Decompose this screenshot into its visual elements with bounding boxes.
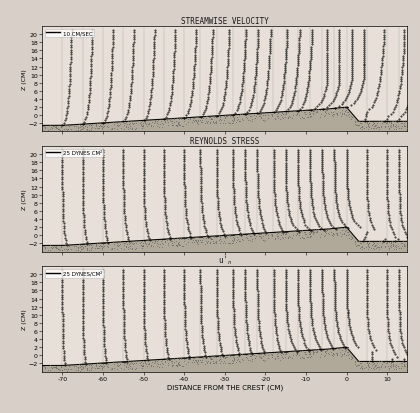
Y-axis label: Z (CM): Z (CM) <box>22 189 27 210</box>
X-axis label: DISTANCE FROM THE CREST (CM): DISTANCE FROM THE CREST (CM) <box>167 384 283 390</box>
Legend: 25 DYNES/CM²: 25 DYNES/CM² <box>45 269 104 278</box>
Y-axis label: Z (CM): Z (CM) <box>22 309 27 330</box>
Legend: 10 CM/SEC: 10 CM/SEC <box>45 30 94 38</box>
Legend: 25 DYNES CM²: 25 DYNES CM² <box>45 150 103 158</box>
Y-axis label: Z (CM): Z (CM) <box>22 69 27 90</box>
Title: u'$_{n}$: u'$_{n}$ <box>218 254 232 266</box>
Polygon shape <box>42 108 407 132</box>
Title: REYNOLDS STRESS: REYNOLDS STRESS <box>190 137 260 146</box>
Polygon shape <box>42 347 407 372</box>
Title: STREAMWISE VELOCITY: STREAMWISE VELOCITY <box>181 17 269 26</box>
Polygon shape <box>42 228 407 252</box>
